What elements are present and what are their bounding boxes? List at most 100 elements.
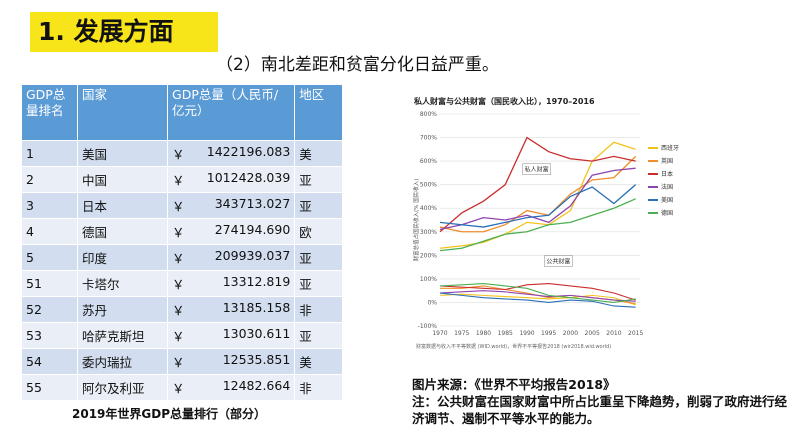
gdp-cell: ￥ 12535.851 [167, 348, 296, 375]
y-tick-label: 100% [420, 276, 437, 283]
rank-cell: 52 [21, 296, 78, 323]
y-tick-label: 400% [420, 205, 437, 212]
region-cell: 亚 [294, 270, 343, 297]
legend-label: 英国 [661, 157, 673, 165]
gdp-cell: ￥ 12482.664 [167, 374, 296, 401]
annotation-public: 公共财富 [546, 258, 570, 266]
gdp-value: 12535.851 [222, 352, 291, 367]
rank-cell: 1 [21, 140, 78, 167]
region-cell: 亚 [294, 192, 343, 219]
region-cell: 亚 [294, 244, 343, 271]
currency-symbol: ￥ [172, 277, 185, 292]
table-row: 3 日本 ￥ 343713.027 亚 [21, 192, 343, 219]
annotation-box [544, 255, 573, 267]
table-row: 5 印度 ￥ 209939.037 亚 [21, 244, 343, 271]
header-region: 地区 [294, 84, 343, 141]
gdp-value: 13030.611 [222, 326, 291, 341]
currency-symbol: ￥ [172, 381, 185, 396]
region-cell: 亚 [294, 166, 343, 193]
legend-label: 日本 [661, 170, 673, 178]
x-tick-label: 1995 [541, 330, 556, 337]
table-row: 54 委内瑞拉 ￥ 12535.851 美 [21, 348, 343, 375]
gdp-cell: ￥ 209939.037 [167, 244, 296, 271]
gdp-cell: ￥ 13312.819 [167, 270, 296, 297]
chart-plot: -100% 0% 100% 200% 300% 400% 500% 600% 700% 800% 1… [412, 111, 679, 337]
region-cell: 亚 [294, 322, 343, 349]
region-cell: 欧 [294, 218, 343, 245]
y-tick-label: 200% [420, 252, 437, 259]
gdp-cell: ￥ 274194.690 [167, 218, 296, 245]
wealth-chart: 私人财富与公共财富（国民收入比），1970–2016 -100% 0% 100% 20… [408, 88, 684, 364]
y-tick-label: 0% [427, 299, 437, 306]
region-cell: 美 [294, 140, 343, 167]
series-line-public [439, 292, 636, 308]
table-row: 4 德国 ￥ 274194.690 欧 [21, 218, 343, 245]
currency-symbol: ￥ [172, 251, 185, 266]
currency-symbol: ￥ [172, 225, 185, 240]
x-tick-label: 1990 [519, 330, 534, 337]
y-tick-label: -100% [418, 323, 438, 330]
source-title: 图片来源：《世界不平均报告2018》 [412, 377, 616, 392]
legend-label: 法国 [661, 183, 673, 191]
legend-label: 西班牙 [661, 144, 679, 152]
table-row: 1 美国 ￥ 1422196.083 美 [21, 140, 343, 167]
table-row: 52 苏丹 ￥ 13185.158 非 [21, 296, 343, 323]
gdp-value: 12482.664 [222, 378, 291, 393]
country-cell: 苏丹 [76, 296, 169, 323]
y-tick-label: 300% [420, 229, 437, 236]
chart-note: 财富数据与收入不平等数据 (WID.world)，世界不平等报告2018 (wi… [416, 344, 612, 350]
header-country: 国家 [76, 84, 169, 141]
x-tick-label: 1975 [454, 330, 469, 337]
x-tick-label: 2005 [585, 330, 600, 337]
rank-cell: 53 [21, 322, 78, 349]
annotation-private: 私人财富 [525, 166, 549, 174]
y-tick-label: 800% [420, 111, 437, 118]
country-cell: 日本 [76, 192, 169, 219]
gdp-value: 13185.158 [222, 300, 291, 315]
series-line-private [439, 184, 637, 228]
gdp-cell: ￥ 1422196.083 [167, 140, 296, 167]
x-tick-label: 2000 [563, 330, 578, 337]
rank-cell: 51 [21, 270, 78, 297]
country-cell: 印度 [76, 244, 169, 271]
currency-symbol: ￥ [172, 355, 185, 370]
x-tick-label: 2010 [606, 330, 621, 337]
header-gdp: GDP总量（人民币/亿元） [167, 84, 296, 141]
x-tick-label: 2015 [628, 330, 643, 337]
country-cell: 美国 [76, 140, 169, 167]
chart-title: 私人财富与公共财富（国民收入比），1970–2016 [414, 97, 595, 106]
table-row: 51 卡塔尔 ￥ 13312.819 亚 [21, 270, 343, 297]
x-tick-label: 1985 [498, 330, 513, 337]
series-line-public [439, 283, 636, 301]
annotation-box [522, 163, 551, 175]
gdp-value: 343713.027 [214, 196, 291, 211]
rank-cell: 55 [21, 374, 78, 401]
country-cell: 德国 [76, 218, 169, 245]
region-cell: 美 [294, 348, 343, 375]
table-caption: 2019年世界GDP总量排行（部分） [72, 407, 267, 421]
region-cell: 非 [294, 374, 343, 401]
currency-symbol: ￥ [172, 173, 185, 188]
legend-label: 德国 [661, 209, 673, 217]
gdp-cell: ￥ 13185.158 [167, 296, 296, 323]
y-tick-label: 500% [420, 182, 437, 189]
table-row: 2 中国 ￥ 1012428.039 亚 [21, 166, 343, 193]
country-cell: 委内瑞拉 [76, 348, 169, 375]
gdp-cell: ￥ 343713.027 [167, 192, 296, 219]
series-line-public [439, 293, 636, 306]
gdp-value: 1422196.083 [206, 144, 291, 159]
rank-cell: 3 [21, 192, 78, 219]
image-source: 图片来源：《世界不平均报告2018》 注：公共财富在国家财富中所占比重呈下降趋势… [412, 376, 792, 427]
gdp-value: 13312.819 [222, 274, 291, 289]
table-row: 55 阿尔及利亚 ￥ 12482.664 非 [21, 374, 343, 401]
gdp-cell: ￥ 1012428.039 [167, 166, 296, 193]
y-axis-label: 财富总值占国民收入(% 国民收入) [412, 179, 420, 262]
series-line-private [439, 136, 636, 233]
legend-label: 美国 [661, 196, 673, 204]
rank-cell: 5 [21, 244, 78, 271]
header-rank: GDP总量排名 [21, 84, 78, 141]
source-note: 注：公共财富在国家财富中所占比重呈下降趋势，削弱了政府进行经济调节、遏制不平等水… [412, 394, 788, 426]
section-subtitle: （2）南北差距和贫富分化日益严重。 [216, 55, 499, 75]
gdp-value: 274194.690 [214, 222, 291, 237]
x-tick-label: 1980 [476, 330, 491, 337]
